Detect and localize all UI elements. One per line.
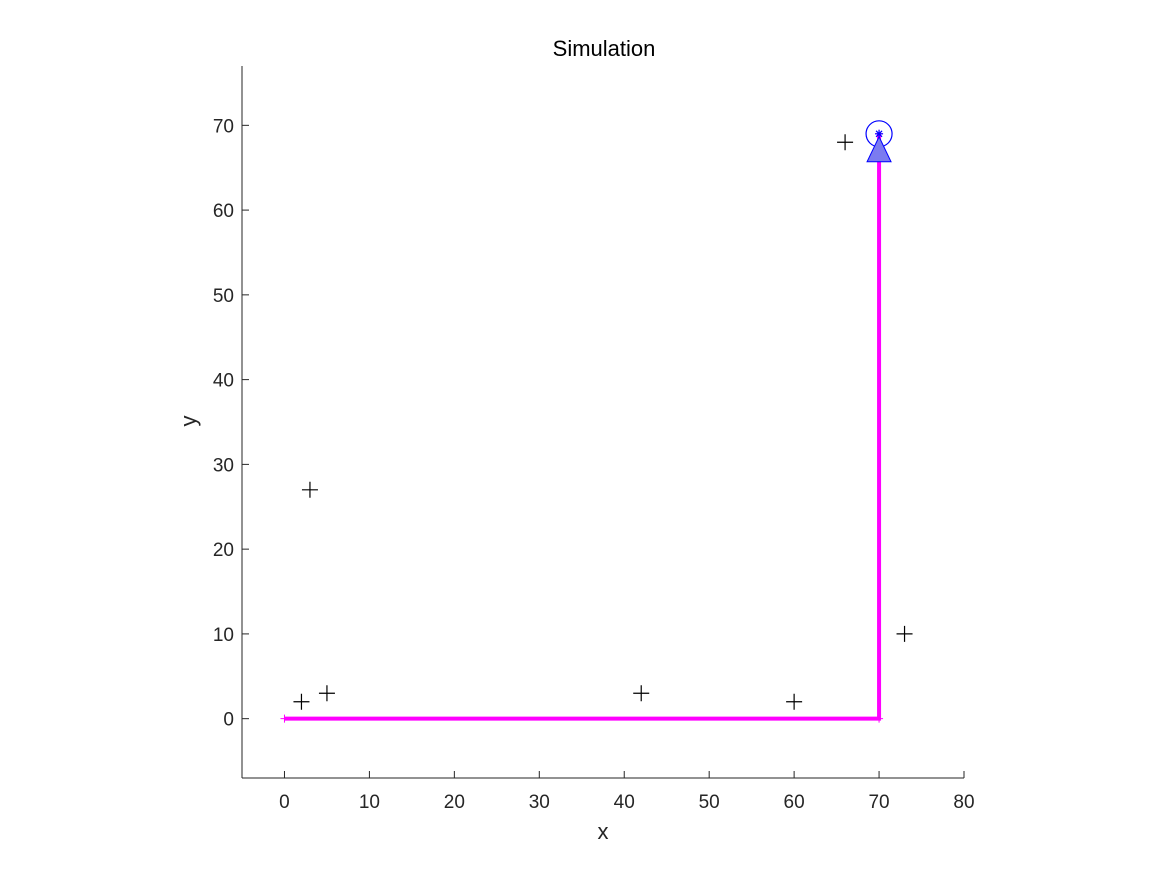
x-axis-label: x [598, 819, 609, 844]
path-vertex-marker [875, 714, 884, 723]
y-tick-label: 20 [213, 540, 234, 561]
chart-title: Simulation [553, 36, 656, 61]
y-tick-label: 0 [223, 710, 234, 731]
x-tick-label: 30 [529, 792, 550, 813]
y-tick-label: 50 [213, 286, 234, 307]
landmark-point [786, 693, 803, 710]
landmark-point [633, 685, 650, 702]
y-ticks: 0 10 20 30 40 50 60 70 [213, 116, 249, 731]
y-tick-label: 10 [213, 625, 234, 646]
landmark-point [837, 134, 854, 151]
landmark-point [318, 685, 335, 702]
robot-triangle-marker [866, 135, 892, 163]
x-tick-label: 40 [614, 792, 635, 813]
x-tick-label: 60 [784, 792, 805, 813]
y-tick-label: 60 [213, 201, 234, 222]
x-tick-label: 20 [444, 792, 465, 813]
x-ticks: 0 10 20 30 40 50 60 70 80 [279, 771, 975, 813]
landmark-point [896, 625, 913, 642]
x-tick-label: 10 [359, 792, 380, 813]
y-tick-label: 30 [213, 455, 234, 476]
landmark-point [301, 481, 318, 498]
path-vertex-marker [280, 714, 289, 723]
y-tick-label: 70 [213, 116, 234, 137]
x-tick-label: 50 [699, 792, 720, 813]
x-tick-label: 0 [279, 792, 290, 813]
goal-star-marker [875, 129, 884, 138]
y-tick-label: 40 [213, 371, 234, 392]
landmark-point [293, 693, 310, 710]
plot-area [280, 120, 913, 723]
path-line [284, 133, 882, 721]
x-tick-label: 70 [868, 792, 889, 813]
x-tick-label: 80 [953, 792, 974, 813]
axes-lines [241, 66, 964, 779]
y-axis-label: y [176, 416, 201, 427]
